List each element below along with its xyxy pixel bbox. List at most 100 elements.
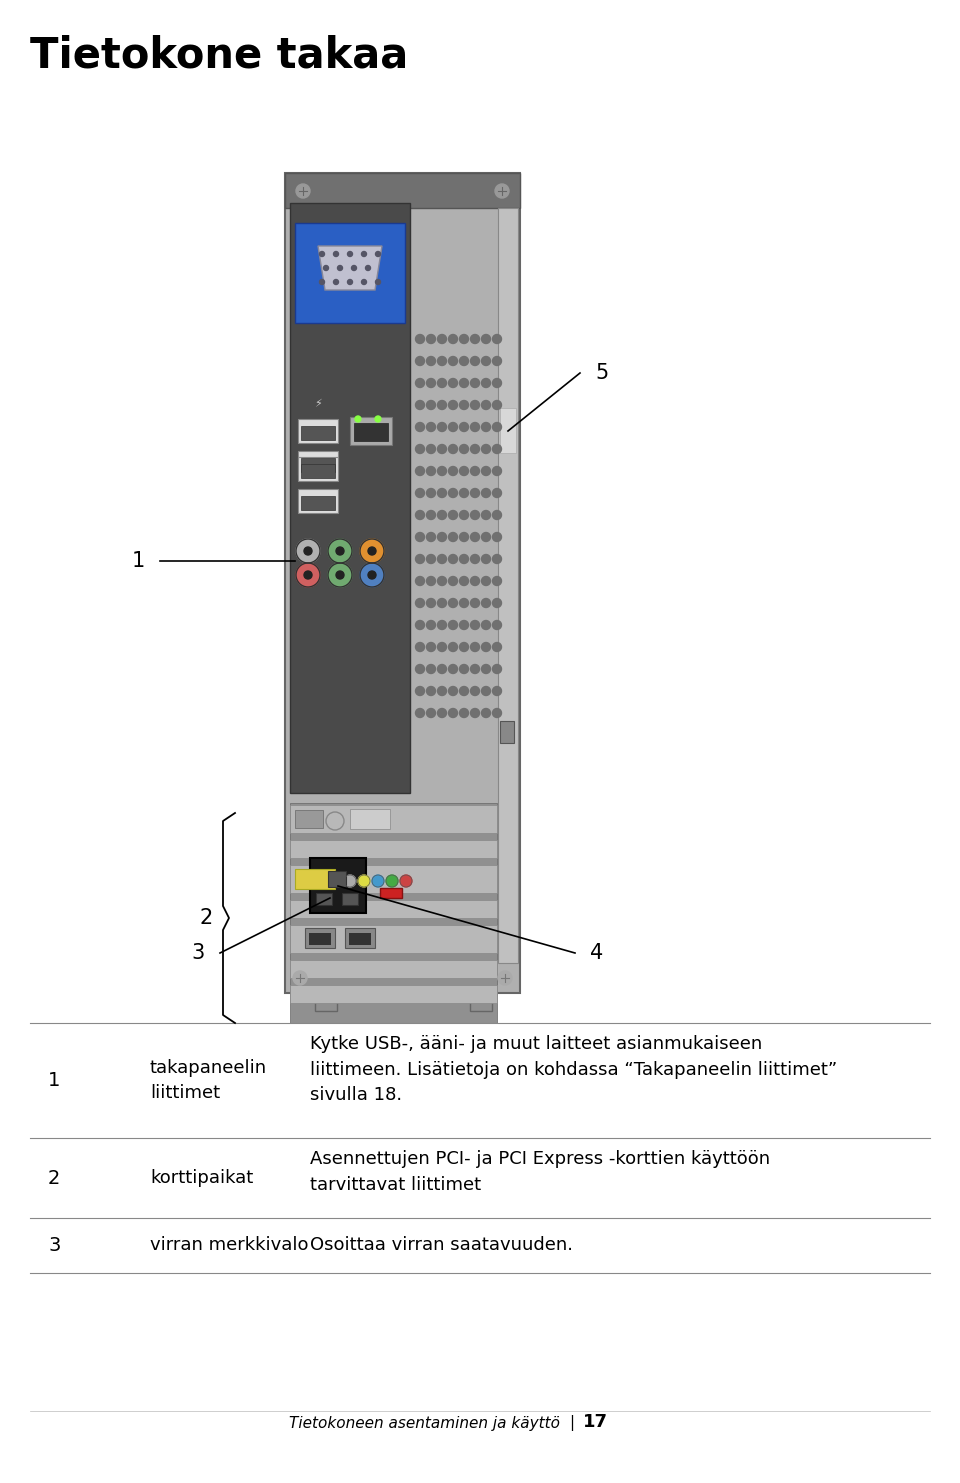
Circle shape bbox=[492, 532, 501, 541]
Circle shape bbox=[426, 620, 436, 629]
Circle shape bbox=[448, 599, 458, 608]
Circle shape bbox=[492, 445, 501, 454]
Circle shape bbox=[426, 555, 436, 564]
Circle shape bbox=[438, 488, 446, 497]
Circle shape bbox=[460, 642, 468, 651]
Circle shape bbox=[438, 378, 446, 387]
Circle shape bbox=[470, 709, 479, 718]
Circle shape bbox=[438, 664, 446, 673]
Bar bbox=[500, 721, 514, 743]
Bar bbox=[315, 991, 337, 1011]
Circle shape bbox=[492, 378, 501, 387]
Circle shape bbox=[482, 400, 491, 409]
Circle shape bbox=[482, 642, 491, 651]
Circle shape bbox=[492, 356, 501, 365]
Circle shape bbox=[416, 356, 424, 365]
Bar bbox=[290, 865, 497, 893]
Circle shape bbox=[470, 335, 479, 344]
Bar bbox=[316, 893, 332, 905]
Circle shape bbox=[470, 687, 479, 696]
Circle shape bbox=[416, 510, 424, 519]
Bar bbox=[354, 423, 388, 440]
Circle shape bbox=[416, 488, 424, 497]
Text: 2: 2 bbox=[48, 1169, 60, 1188]
Bar bbox=[298, 457, 338, 480]
Circle shape bbox=[482, 709, 491, 718]
Circle shape bbox=[348, 252, 352, 257]
FancyBboxPatch shape bbox=[295, 222, 405, 323]
Text: 4: 4 bbox=[590, 943, 603, 962]
Text: 2: 2 bbox=[200, 908, 213, 928]
Circle shape bbox=[368, 571, 376, 578]
Bar bbox=[380, 888, 402, 899]
Circle shape bbox=[448, 356, 458, 365]
Circle shape bbox=[438, 620, 446, 629]
Circle shape bbox=[416, 423, 424, 432]
Circle shape bbox=[338, 265, 343, 270]
Circle shape bbox=[460, 510, 468, 519]
Circle shape bbox=[460, 555, 468, 564]
Circle shape bbox=[448, 709, 458, 718]
Circle shape bbox=[498, 971, 512, 985]
Bar bbox=[298, 420, 338, 443]
Text: Osoittaa virran saatavuuden.: Osoittaa virran saatavuuden. bbox=[310, 1237, 573, 1255]
Circle shape bbox=[368, 547, 376, 555]
Circle shape bbox=[416, 687, 424, 696]
Circle shape bbox=[492, 664, 501, 673]
Circle shape bbox=[416, 577, 424, 586]
Circle shape bbox=[448, 642, 458, 651]
Circle shape bbox=[333, 279, 339, 285]
Bar bbox=[298, 451, 338, 475]
Circle shape bbox=[482, 532, 491, 541]
Bar bbox=[298, 489, 338, 513]
Circle shape bbox=[438, 400, 446, 409]
Circle shape bbox=[460, 467, 468, 476]
Circle shape bbox=[482, 599, 491, 608]
Text: virran merkkivalo: virran merkkivalo bbox=[150, 1237, 308, 1255]
Circle shape bbox=[492, 599, 501, 608]
Bar bbox=[290, 960, 497, 977]
Circle shape bbox=[416, 532, 424, 541]
Circle shape bbox=[470, 577, 479, 586]
Text: Kytke USB-, ääni- ja muut laitteet asianmukaiseen
liittimeen. Lisätietoja on koh: Kytke USB-, ääni- ja muut laitteet asian… bbox=[310, 1035, 837, 1105]
Circle shape bbox=[470, 423, 479, 432]
Circle shape bbox=[328, 564, 352, 587]
Circle shape bbox=[470, 510, 479, 519]
Circle shape bbox=[448, 664, 458, 673]
Circle shape bbox=[426, 378, 436, 387]
Text: 3: 3 bbox=[48, 1235, 60, 1255]
Circle shape bbox=[375, 252, 380, 257]
Bar bbox=[342, 893, 358, 905]
Circle shape bbox=[426, 423, 436, 432]
Circle shape bbox=[460, 577, 468, 586]
Circle shape bbox=[448, 555, 458, 564]
Circle shape bbox=[492, 510, 501, 519]
Circle shape bbox=[495, 184, 509, 199]
Circle shape bbox=[482, 620, 491, 629]
Circle shape bbox=[448, 510, 458, 519]
Circle shape bbox=[296, 184, 310, 199]
Circle shape bbox=[482, 467, 491, 476]
Circle shape bbox=[416, 620, 424, 629]
Circle shape bbox=[416, 599, 424, 608]
Circle shape bbox=[351, 265, 356, 270]
Circle shape bbox=[426, 400, 436, 409]
Bar bbox=[295, 869, 335, 888]
Circle shape bbox=[426, 467, 436, 476]
Bar bbox=[350, 417, 392, 445]
Circle shape bbox=[336, 571, 344, 578]
Circle shape bbox=[482, 555, 491, 564]
Bar bbox=[328, 871, 346, 887]
Circle shape bbox=[492, 709, 501, 718]
Circle shape bbox=[438, 423, 446, 432]
Circle shape bbox=[448, 335, 458, 344]
Circle shape bbox=[460, 378, 468, 387]
Circle shape bbox=[470, 445, 479, 454]
Circle shape bbox=[460, 599, 468, 608]
Circle shape bbox=[470, 532, 479, 541]
Circle shape bbox=[438, 599, 446, 608]
Circle shape bbox=[296, 564, 320, 587]
Circle shape bbox=[296, 538, 320, 564]
Circle shape bbox=[460, 532, 468, 541]
Circle shape bbox=[348, 279, 352, 285]
